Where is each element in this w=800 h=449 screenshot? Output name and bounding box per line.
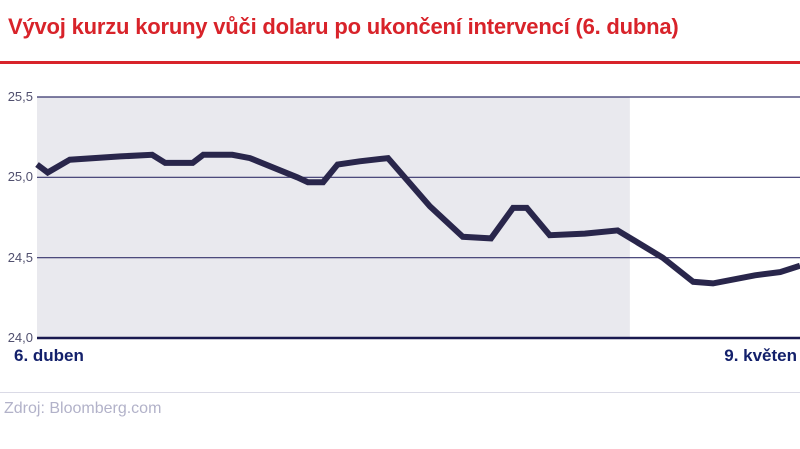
x-axis-start-label: 6. duben <box>14 346 84 365</box>
x-axis-end-label: 9. květen <box>724 346 797 365</box>
source-credit: Zdroj: Bloomberg.com <box>4 400 162 417</box>
y-axis-tick-label: 24,0 <box>7 330 33 345</box>
footer-divider <box>0 392 800 393</box>
highlight-band <box>37 97 630 338</box>
title-divider <box>0 61 800 64</box>
price-line <box>35 151 800 287</box>
page-title: Vývoj kurzu koruny vůči dolaru po ukonče… <box>8 14 679 39</box>
y-axis-tick-label: 25,5 <box>7 89 33 104</box>
y-axis-tick-label: 24,5 <box>7 249 33 265</box>
y-axis-tick-label: 25,0 <box>7 169 33 185</box>
